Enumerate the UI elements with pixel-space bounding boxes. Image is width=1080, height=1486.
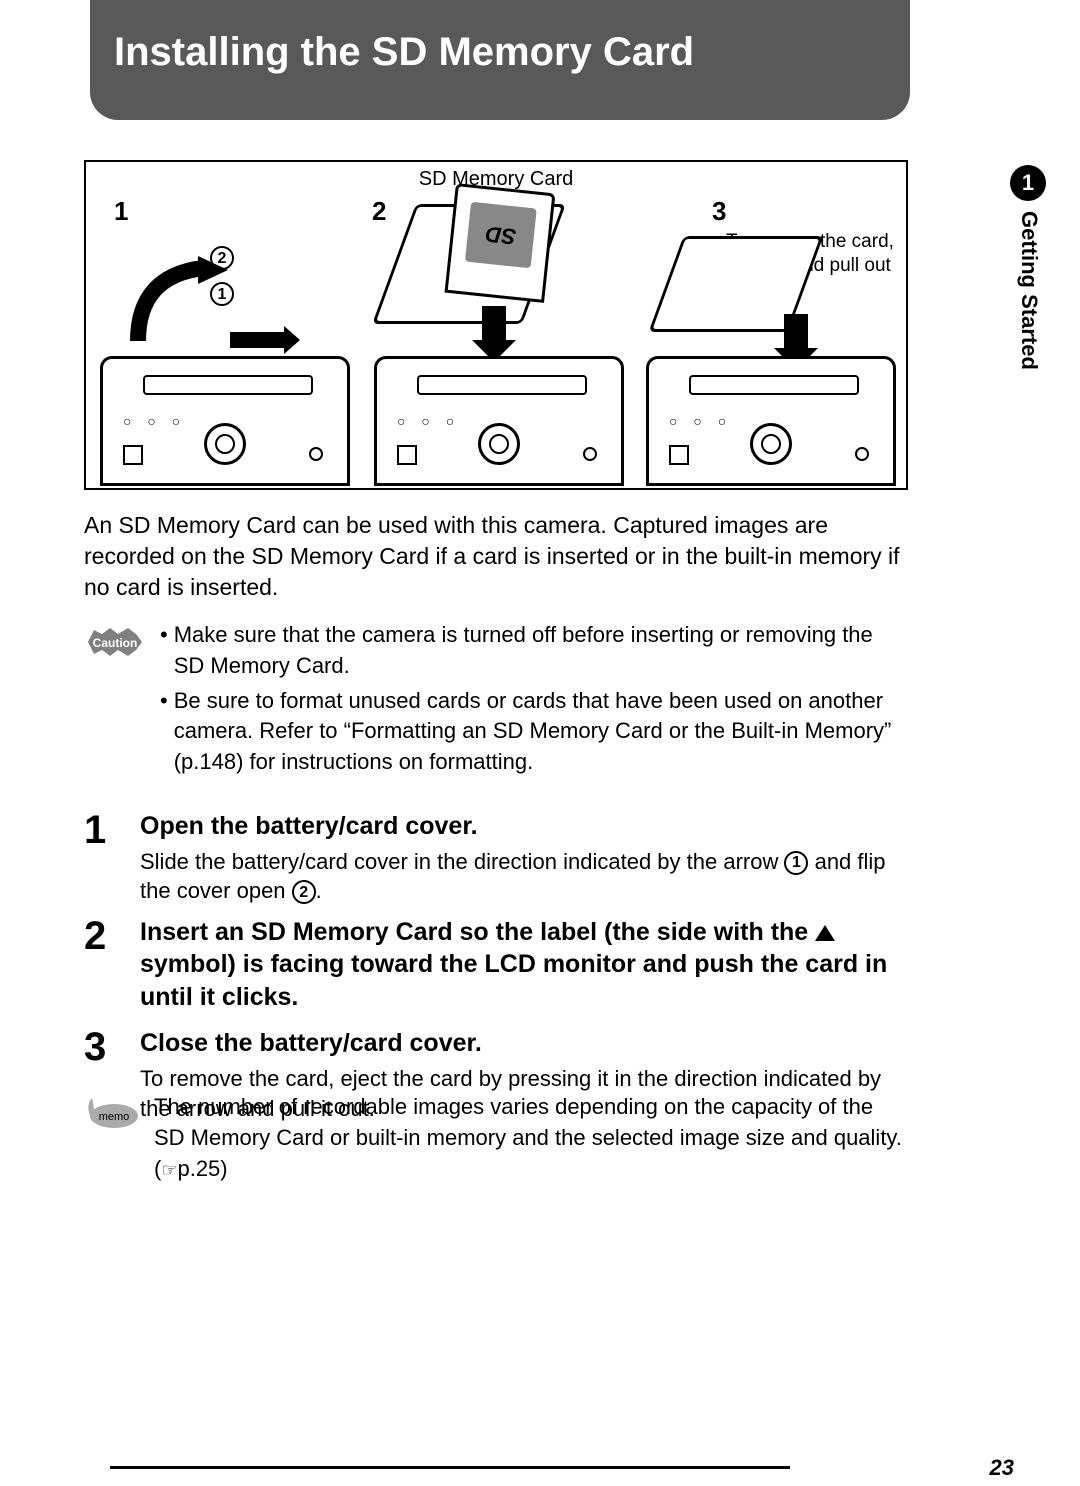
svg-text:memo: memo — [99, 1111, 130, 1123]
page-number: 23 — [982, 1455, 1022, 1481]
step-2-number: 2 — [84, 916, 120, 1018]
page-title: Installing the SD Memory Card — [114, 30, 886, 75]
step-1: 1 Open the battery/card cover. Slide the… — [84, 810, 908, 906]
step-2-heading: Insert an SD Memory Card so the label (t… — [140, 916, 908, 1014]
memo-text: The number of recordable images varies d… — [154, 1092, 908, 1184]
triangle-up-icon — [815, 925, 835, 941]
manual-page: Installing the SD Memory Card 1 Getting … — [0, 0, 1080, 1486]
camera-illustration-3: ○ ○ ○ — [646, 356, 896, 486]
title-banner: Installing the SD Memory Card — [90, 0, 910, 120]
slide-arrow-icon — [230, 332, 286, 348]
page-footer: 23 — [0, 1450, 1080, 1486]
svg-text:Caution: Caution — [93, 636, 138, 650]
steps-list: 1 Open the battery/card cover. Slide the… — [84, 810, 908, 1133]
step-1-description: Slide the battery/card cover in the dire… — [140, 847, 908, 906]
camera-illustration-1: ○ ○ ○ — [100, 356, 350, 486]
caution-block: Caution •Make sure that the camera is tu… — [84, 620, 908, 782]
step-2: 2 Insert an SD Memory Card so the label … — [84, 916, 908, 1018]
circled-1-inline-icon: 1 — [784, 851, 808, 875]
sd-card-label: SD — [465, 202, 537, 269]
curve-arrow-icon — [128, 256, 238, 346]
caution-bullet-2: Be sure to format unused cards or cards … — [174, 686, 908, 778]
chapter-number-badge: 1 — [1010, 165, 1046, 201]
diagram-step2-number: 2 — [372, 196, 386, 227]
diagram-step-3: 3 To remove the card, push in and pull o… — [636, 196, 906, 486]
diagram-step-1: 1 2 1 ○ ○ ○ — [90, 196, 360, 486]
step-3-heading: Close the battery/card cover. — [140, 1027, 908, 1060]
diagram-step-2: 2 SD ○ ○ ○ — [364, 196, 634, 486]
intro-paragraph: An SD Memory Card can be used with this … — [84, 510, 908, 603]
caution-text: •Make sure that the camera is turned off… — [160, 620, 908, 782]
memo-block: memo The number of recordable images var… — [84, 1092, 908, 1184]
memo-icon: memo — [84, 1096, 140, 1130]
caution-icon: Caution — [84, 624, 146, 660]
down-arrow-icon — [482, 306, 506, 342]
diagram-box: SD Memory Card 1 2 1 ○ ○ ○ 2 SD — [84, 160, 908, 490]
circled-2-inline-icon: 2 — [292, 880, 316, 904]
down-arrow-icon-3 — [784, 314, 808, 350]
side-tab: 1 Getting Started — [980, 165, 1080, 565]
camera-illustration-2: ○ ○ ○ — [374, 356, 624, 486]
sd-card-illustration: SD — [445, 183, 556, 303]
diagram-step1-number: 1 — [114, 196, 128, 227]
reference-icon: ☞ — [161, 1160, 177, 1180]
caution-bullet-1: Make sure that the camera is turned off … — [174, 620, 908, 682]
diagram-step3-number: 3 — [712, 196, 726, 227]
chapter-label: Getting Started — [1016, 211, 1042, 370]
step-1-heading: Open the battery/card cover. — [140, 810, 908, 843]
footer-rule — [110, 1466, 790, 1469]
step-1-number: 1 — [84, 810, 120, 906]
